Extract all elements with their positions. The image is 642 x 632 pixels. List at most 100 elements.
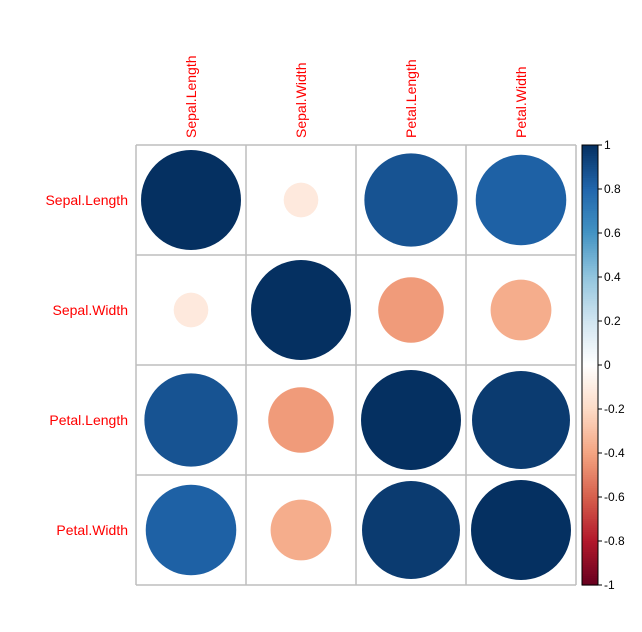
colorbar-tick-label: 0.8 — [604, 182, 621, 196]
colorbar-segment — [582, 494, 598, 498]
grid-layer — [135, 144, 577, 586]
colorbar-segment — [582, 488, 598, 491]
colorbar-tick-label: 1 — [604, 138, 611, 152]
colorbar-segment — [582, 257, 598, 260]
colorbar-segment — [582, 404, 598, 408]
colorbar-segment — [582, 402, 598, 406]
colorbar-segment — [582, 233, 598, 236]
colorbar-segment — [582, 519, 598, 522]
colorbar-segment — [582, 316, 598, 320]
colorbar-segment — [582, 475, 598, 478]
colorbar-segment — [582, 516, 598, 520]
colorbar-segment — [582, 299, 598, 302]
corr-circle-Petal.Length-Sepal.Length — [144, 373, 238, 467]
colorbar-segment — [582, 395, 598, 399]
colorbar-segment — [582, 428, 598, 432]
colorbar-segment — [582, 211, 598, 214]
colorbar-segment — [582, 514, 598, 518]
colorbar-segment — [582, 461, 598, 465]
colorbar-segment — [582, 534, 598, 538]
colorbar-segment — [582, 314, 598, 318]
corr-circle-Sepal.Width-Sepal.Length — [173, 292, 209, 328]
colorbar-segment — [582, 435, 598, 439]
colorbar-segment — [582, 486, 598, 489]
colorbar-segment — [582, 439, 598, 443]
corr-circle-Sepal.Length-Petal.Width — [475, 154, 567, 246]
colorbar-tick-label: -0.8 — [604, 534, 625, 548]
corr-circle-Sepal.Width-Petal.Length — [378, 277, 444, 343]
column-labels: Sepal.Length Sepal.Width Petal.Length Petal… — [183, 55, 529, 138]
colorbar-segment — [582, 255, 598, 258]
colorbar-segment — [582, 371, 598, 375]
colorbar-segment — [582, 206, 598, 210]
column-label: Sepal.Width — [293, 63, 309, 138]
colorbar-segment — [582, 422, 598, 425]
colorbar-segment — [582, 426, 598, 430]
colorbar-segment — [582, 340, 598, 344]
colorbar-segment — [582, 431, 598, 434]
colorbar-segment — [582, 332, 598, 335]
colorbar-segment — [582, 536, 598, 540]
colorbar-segment — [582, 505, 598, 509]
colorbar-segment — [582, 195, 598, 199]
colorbar: 1 0.8 0.6 0.4 0.2 0 -0.2 -0.4 -0.6 -0.8 -1 — [581, 138, 625, 592]
colorbar-segment — [582, 318, 598, 322]
colorbar-segment — [582, 283, 598, 287]
colorbar-segment — [582, 305, 598, 309]
colorbar-segment — [582, 336, 598, 340]
colorbar-segment — [582, 178, 598, 181]
colorbar-segment — [582, 279, 598, 282]
colorbar-segment — [582, 182, 598, 186]
colorbar-segment — [582, 224, 598, 227]
colorbar-segment — [582, 571, 598, 575]
colorbar-segment — [582, 437, 598, 441]
colorbar-segment — [582, 560, 598, 564]
corr-circle-Sepal.Length-Petal.Length — [364, 153, 458, 247]
colorbar-segment — [582, 285, 598, 289]
colorbar-tick-label: 0.2 — [604, 314, 621, 328]
colorbar-segment — [582, 323, 598, 326]
colorbar-segment — [582, 409, 598, 412]
colorbar-segment — [582, 455, 598, 458]
colorbar-segment — [582, 563, 598, 566]
colorbar-segment — [582, 360, 598, 364]
colorbar-segment — [582, 483, 598, 487]
colorbar-segment — [582, 558, 598, 562]
colorbar-segment — [582, 457, 598, 461]
colorbar-segment — [582, 552, 598, 555]
colorbar-segment — [582, 281, 598, 285]
corr-circle-Petal.Width-Sepal.Width — [270, 499, 332, 561]
colorbar-segment — [582, 442, 598, 445]
colorbar-segment — [582, 213, 598, 216]
colorbar-segment — [582, 470, 598, 474]
colorbar-tick-label: 0 — [604, 358, 611, 372]
column-label: Petal.Width — [513, 66, 529, 138]
colorbar-segment — [582, 382, 598, 386]
colorbar-segment — [582, 448, 598, 452]
colorbar-segment — [582, 530, 598, 533]
colorbar-segment — [582, 356, 598, 359]
colorbar-segment — [582, 387, 598, 390]
corr-circle-Petal.Width-Petal.Length — [362, 481, 460, 579]
colorbar-segment — [582, 373, 598, 377]
colorbar-segment — [582, 567, 598, 571]
colorbar-segment — [582, 246, 598, 249]
corr-circle-Sepal.Length-Sepal.Length — [141, 150, 241, 250]
colorbar-tick-label: 0.4 — [604, 270, 621, 284]
colorbar-segment — [582, 321, 598, 324]
colorbar-segment — [582, 541, 598, 544]
colorbar-tick-label: -0.6 — [604, 490, 625, 504]
colorbar-segment — [582, 582, 598, 586]
colorbar-segment — [582, 554, 598, 557]
colorbar-segment — [582, 464, 598, 467]
colorbar-segment — [582, 376, 598, 379]
colorbar-segment — [582, 303, 598, 307]
colorbar-segment — [582, 197, 598, 201]
corr-circle-Sepal.Width-Sepal.Width — [251, 260, 351, 360]
colorbar-segment — [582, 453, 598, 456]
colorbar-segment — [582, 415, 598, 419]
colorbar-segment — [582, 479, 598, 483]
colorbar-segment — [582, 312, 598, 315]
colorbar-segment — [582, 510, 598, 513]
